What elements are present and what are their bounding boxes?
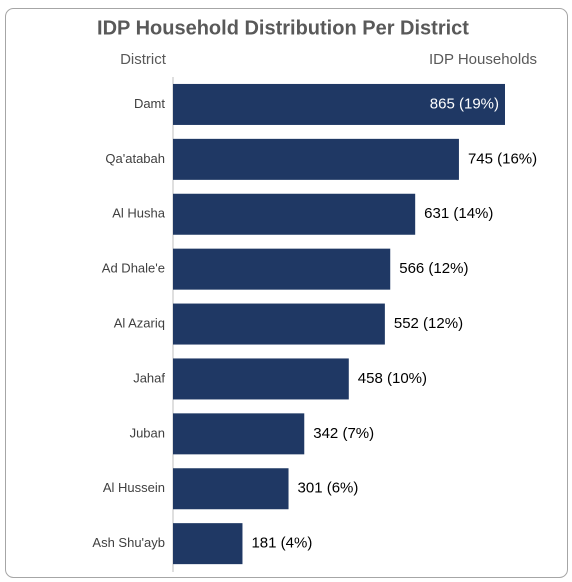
bar — [173, 193, 416, 235]
bar — [173, 83, 505, 125]
category-label: Ash Shu'ayb — [92, 535, 165, 550]
category-label: Juban — [130, 425, 165, 440]
category-label: Al Husha — [112, 206, 166, 221]
category-header: District — [120, 51, 167, 68]
value-label: 745 (16%) — [468, 150, 537, 167]
value-label: 301 (6%) — [298, 480, 359, 497]
bar — [173, 358, 349, 400]
category-label: Al Azariq — [114, 315, 165, 330]
value-label: 865 (19%) — [430, 95, 499, 112]
bar — [173, 248, 391, 290]
bar — [173, 413, 305, 455]
value-header: IDP Households — [429, 51, 537, 68]
value-label: 566 (12%) — [399, 260, 468, 277]
category-label: Damt — [134, 96, 165, 111]
category-label: Al Hussein — [103, 480, 165, 495]
bar — [173, 523, 243, 565]
category-label: Qa'atabah — [105, 151, 165, 166]
bar — [173, 468, 289, 510]
value-label: 458 (10%) — [358, 370, 427, 387]
chart-title: IDP Household Distribution Per District — [97, 17, 469, 39]
value-label: 552 (12%) — [394, 315, 463, 332]
value-label: 342 (7%) — [313, 425, 374, 442]
category-label: Jahaf — [133, 370, 165, 385]
category-label: Ad Dhale'e — [102, 261, 165, 276]
value-label: 181 (4%) — [251, 535, 312, 552]
value-label: 631 (14%) — [424, 205, 493, 222]
bar — [173, 303, 385, 345]
bar — [173, 138, 459, 180]
